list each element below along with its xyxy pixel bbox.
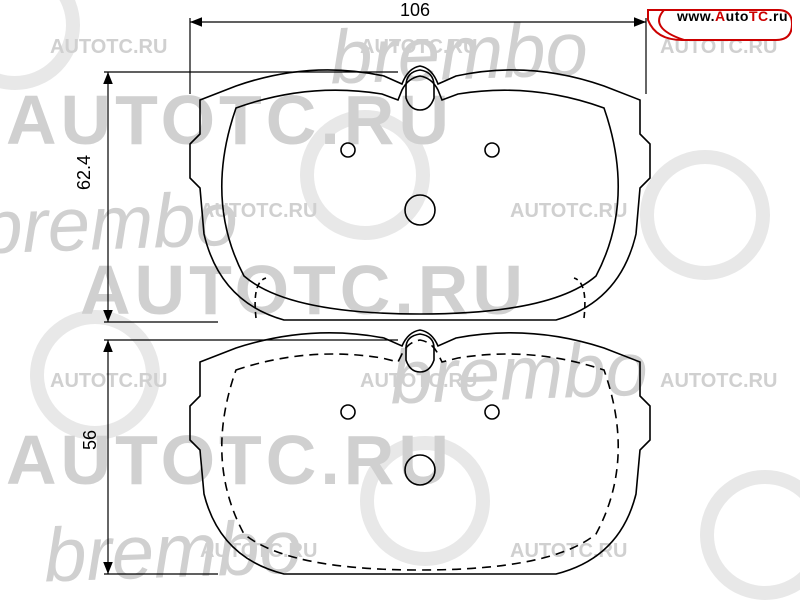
pad-upper-outer	[190, 66, 650, 320]
dim-width-top: 106	[400, 0, 430, 21]
diagram-canvas: brembo brembo brembo brembo AUTOTC.RU AU…	[0, 0, 800, 600]
dim-height-upper: 62.4	[74, 155, 95, 190]
dim-height-lower: 56	[80, 430, 101, 450]
logo-url: www.AutoTC.ru	[677, 8, 788, 24]
pad-lower-outer	[190, 330, 650, 574]
drawing-svg	[0, 0, 800, 600]
